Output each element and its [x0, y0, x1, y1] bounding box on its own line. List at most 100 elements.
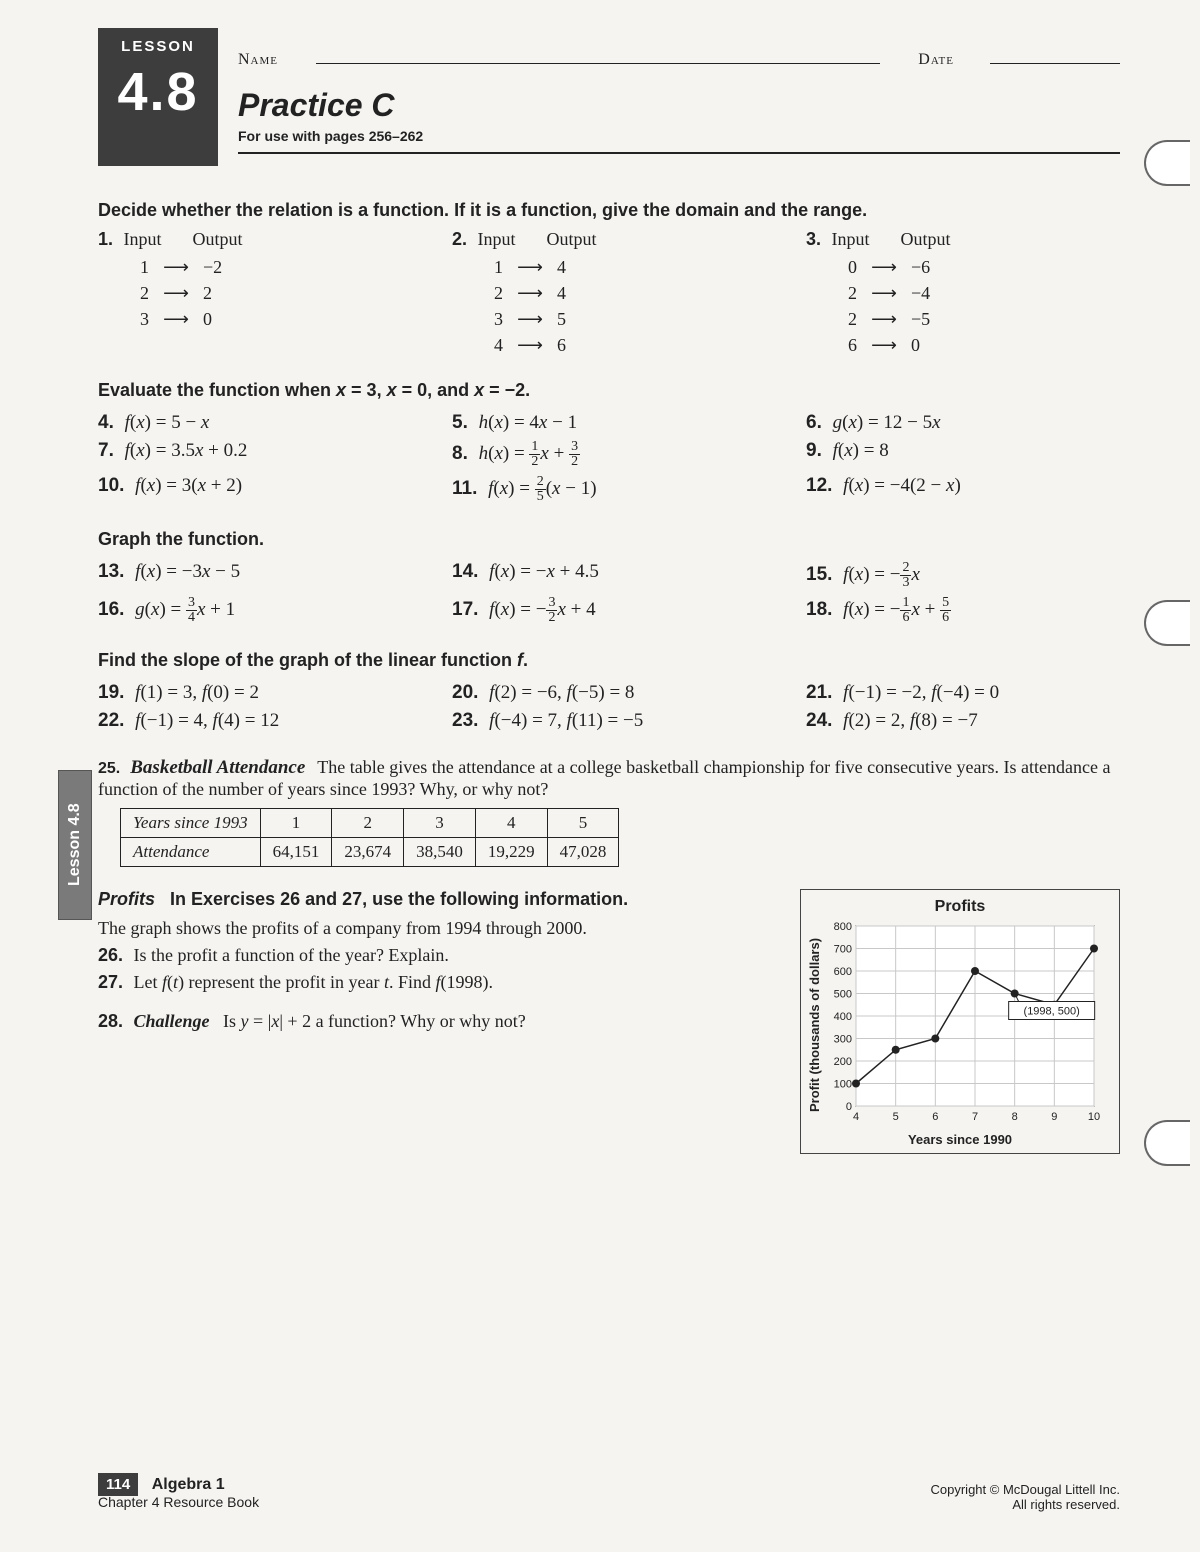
qnum: 4. — [98, 412, 114, 433]
section3-row2: 16. g(x) = 34x + 1 17. f(x) = −32x + 4 1… — [98, 593, 1120, 628]
q28-text: Is y = |x| + 2 a function? Why or why no… — [223, 1011, 526, 1031]
arrow-icon: ⟶ — [149, 254, 203, 280]
svg-text:4: 4 — [853, 1111, 859, 1123]
q2-rows: 1⟶4 2⟶4 3⟶5 4⟶6 — [494, 254, 766, 358]
section2-row3: 10. f(x) = 3(x + 2) 11. f(x) = 25(x − 1)… — [98, 472, 1120, 507]
qnum: 6. — [806, 412, 822, 433]
content: Decide whether the relation is a functio… — [98, 200, 1120, 1154]
cell: −5 — [911, 309, 930, 329]
q27-num: 27. — [98, 972, 123, 992]
punch-hole-icon — [1144, 140, 1190, 186]
input-label: Input — [832, 229, 870, 249]
cell: 6 — [848, 335, 857, 355]
svg-text:600: 600 — [834, 966, 852, 978]
qnum: 20. — [452, 682, 478, 703]
cell: 2 — [848, 309, 857, 329]
cell: 4 — [557, 283, 566, 303]
footer-left: 114 Algebra 1 Chapter 4 Resource Book — [98, 1476, 259, 1512]
cell: 0 — [911, 335, 920, 355]
chart-title: Profits — [807, 898, 1113, 916]
profits-section: Profits In Exercises 26 and 27, use the … — [98, 889, 1120, 1154]
worksheet-header: Name Date Practice C For use with pages … — [238, 28, 1120, 154]
qnum: 14. — [452, 561, 478, 582]
qnum: 13. — [98, 561, 124, 582]
svg-text:100: 100 — [834, 1079, 852, 1091]
cell: 5 — [547, 809, 619, 838]
cell: −2 — [203, 257, 222, 277]
side-tab: Lesson 4.8 — [58, 770, 92, 920]
date-blank-line[interactable] — [990, 46, 1120, 64]
cell: 2 — [140, 283, 149, 303]
arrow-icon: ⟶ — [503, 254, 557, 280]
qnum: 7. — [98, 440, 114, 461]
cell: 2 — [332, 809, 404, 838]
copyright: Copyright © McDougal Littell Inc. All ri… — [931, 1482, 1121, 1512]
cell: 38,540 — [404, 838, 476, 867]
arrow-icon: ⟶ — [857, 280, 911, 306]
chart-svg: 010020030040050060070080045678910(1998, … — [822, 920, 1102, 1130]
profits-head-rest: In Exercises 26 and 27, use the followin… — [170, 889, 628, 909]
q2: 2. Input Output 1⟶4 2⟶4 3⟶5 4⟶6 — [452, 229, 766, 358]
q1-num: 1. — [98, 229, 113, 249]
cell: 47,028 — [547, 838, 619, 867]
arrow-icon: ⟶ — [857, 254, 911, 280]
svg-text:800: 800 — [834, 921, 852, 933]
svg-text:400: 400 — [834, 1011, 852, 1023]
q2-num: 2. — [452, 229, 467, 249]
q3: 3. Input Output 0⟶−6 2⟶−4 2⟶−5 6⟶0 — [806, 229, 1120, 358]
profits-head: Profits In Exercises 26 and 27, use the … — [98, 889, 780, 910]
name-date-row: Name Date — [238, 46, 1120, 69]
q25: 25. Basketball Attendance The table give… — [98, 757, 1120, 800]
cell: 23,674 — [332, 838, 404, 867]
svg-text:5: 5 — [893, 1111, 899, 1123]
name-blank-line[interactable] — [316, 46, 880, 64]
cell: 0 — [203, 309, 212, 329]
input-label: Input — [478, 229, 516, 249]
cell: 2 — [203, 283, 212, 303]
date-label: Date — [918, 51, 954, 69]
cell: 64,151 — [260, 838, 332, 867]
table-row: Years since 1993 1 2 3 4 5 — [121, 809, 619, 838]
profits-title: Profits — [98, 889, 155, 909]
output-label: Output — [547, 229, 597, 249]
svg-text:0: 0 — [846, 1101, 852, 1113]
svg-text:7: 7 — [972, 1111, 978, 1123]
q26-num: 26. — [98, 945, 123, 965]
svg-text:500: 500 — [834, 989, 852, 1001]
svg-text:8: 8 — [1012, 1111, 1018, 1123]
section3-head: Graph the function. — [98, 529, 1120, 550]
arrow-icon: ⟶ — [857, 332, 911, 358]
section2-head: Evaluate the function when x = 3, x = 0,… — [98, 380, 1120, 401]
book-title: Algebra 1 — [152, 1476, 225, 1493]
copy-line2: All rights reserved. — [1012, 1497, 1120, 1512]
cell: 1 — [140, 257, 149, 277]
section3-row1: 13. f(x) = −3x − 5 14. f(x) = −x + 4.5 1… — [98, 558, 1120, 593]
name-label: Name — [238, 51, 278, 69]
cell: 19,229 — [475, 838, 547, 867]
arrow-icon: ⟶ — [149, 280, 203, 306]
profits-intro: The graph shows the profits of a company… — [98, 918, 780, 939]
cell: 1 — [494, 257, 503, 277]
cell: −4 — [911, 283, 930, 303]
cell: 4 — [475, 809, 547, 838]
q25-title: Basketball Attendance — [130, 757, 305, 778]
svg-text:300: 300 — [834, 1034, 852, 1046]
qnum: 18. — [806, 599, 832, 620]
qnum: 21. — [806, 682, 832, 703]
cell: 2 — [848, 283, 857, 303]
qnum: 10. — [98, 475, 124, 496]
cell: 1 — [260, 809, 332, 838]
q25-num: 25. — [98, 760, 120, 777]
qnum: 8. — [452, 443, 468, 464]
profits-chart: Profits Profit (thousands of dollars) 01… — [800, 889, 1120, 1154]
worksheet-title: Practice C — [238, 87, 1120, 124]
qnum: 9. — [806, 440, 822, 461]
lesson-number: 4.8 — [98, 61, 218, 123]
lesson-badge: LESSON 4.8 — [98, 28, 218, 166]
section1-row: 1. Input Output 1⟶−2 2⟶2 3⟶0 2. Input Ou… — [98, 229, 1120, 358]
worksheet-subtitle: For use with pages 256–262 — [238, 128, 1120, 144]
cell: −6 — [911, 257, 930, 277]
svg-text:9: 9 — [1051, 1111, 1057, 1123]
section4-row1: 19. f(1) = 3, f(0) = 2 20. f(2) = −6, f(… — [98, 679, 1120, 707]
q3-num: 3. — [806, 229, 821, 249]
